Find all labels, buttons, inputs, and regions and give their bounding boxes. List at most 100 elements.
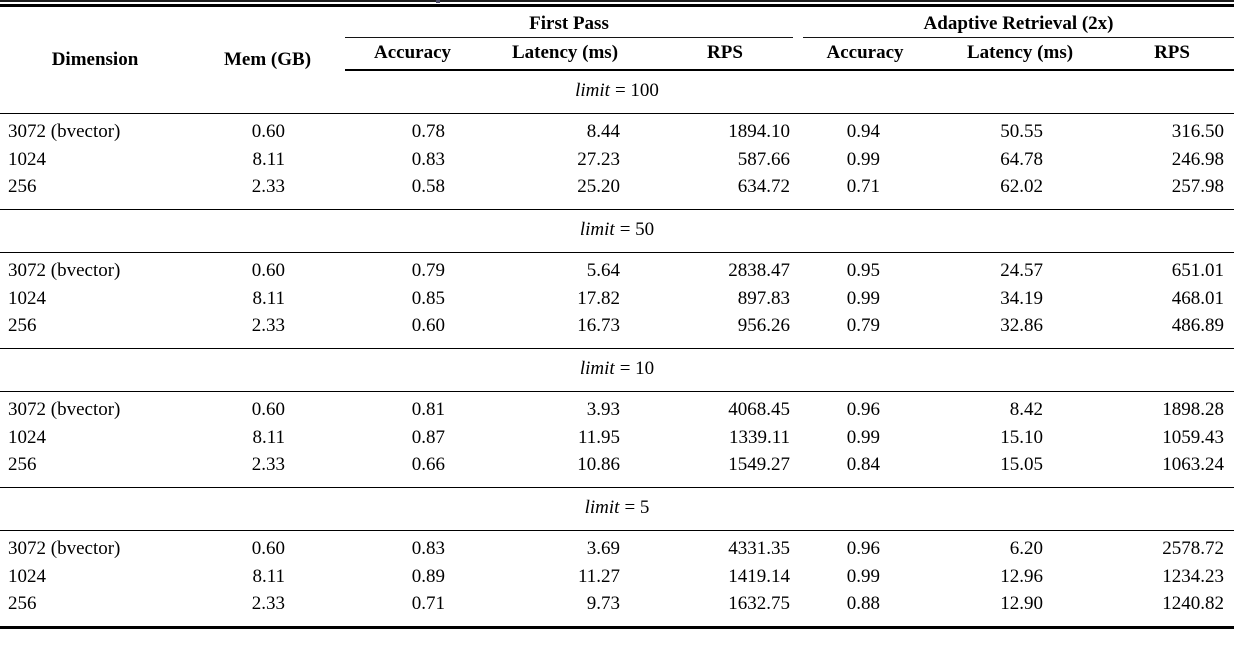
group-header-adaptive-retrieval-label: Adaptive Retrieval (2x) <box>803 13 1234 38</box>
cell-fp-accuracy: 0.79 <box>411 260 445 281</box>
table-row: 3072 (bvector) 0.60 0.81 3.93 4068.45 0.… <box>0 392 1234 424</box>
top-partial-rule <box>0 0 1234 2</box>
cell-ar-latency: 12.96 <box>1000 565 1044 587</box>
cell-mem: 2.33 <box>190 589 345 629</box>
cell-fp-accuracy: 0.60 <box>345 311 480 349</box>
cell-ar-latency: 24.57 <box>1000 260 1044 281</box>
cell-fp-rps: 587.66 <box>737 148 791 170</box>
cell-ar-rps: 1240.82 <box>1110 589 1234 629</box>
cell-dimension: 3072 (bvector) <box>8 260 121 281</box>
cell-fp-rps: 1549.27 <box>650 450 801 488</box>
cropped-caption-artifact <box>436 0 440 3</box>
cell-dimension: 256 <box>0 450 190 488</box>
cell-fp-accuracy: 0.85 <box>411 287 445 309</box>
cell-fp-rps: 956.26 <box>650 311 801 349</box>
cell-mem: 0.60 <box>251 399 285 420</box>
cell-ar-latency: 12.90 <box>930 589 1111 629</box>
table-row: 256 2.33 0.58 25.20 634.72 0.71 62.02 25… <box>0 172 1234 210</box>
cell-ar-latency: 32.86 <box>930 311 1111 349</box>
cell-ar-accuracy: 0.99 <box>846 565 881 587</box>
cell-fp-latency: 10.86 <box>480 450 650 488</box>
col-header-fp-latency: Latency (ms) <box>480 38 650 71</box>
cell-ar-accuracy: 0.88 <box>800 589 931 629</box>
col-header-fp-rps: RPS <box>650 38 801 71</box>
section-limit-10: limit = 10 3072 (bvector) 0.60 0.81 3.93 … <box>0 348 1234 488</box>
col-header-ar-accuracy: Accuracy <box>800 38 931 71</box>
cell-mem: 0.60 <box>251 121 285 142</box>
cell-ar-accuracy: 0.96 <box>846 538 881 559</box>
limit-label-variable: limit <box>579 358 615 379</box>
col-header-ar-latency: Latency (ms) <box>930 38 1111 71</box>
section-limit-row: limit = 10 <box>0 348 1234 392</box>
cell-ar-latency: 34.19 <box>1000 287 1044 309</box>
cell-ar-rps: 1234.23 <box>1162 565 1225 587</box>
limit-label-variable: limit <box>575 80 610 101</box>
table-row: 1024 8.11 0.89 11.27 1419.14 0.99 12.96 … <box>0 562 1234 590</box>
cell-fp-accuracy: 0.81 <box>411 399 445 420</box>
cell-mem: 8.11 <box>252 426 285 448</box>
cell-mem: 0.60 <box>251 538 285 559</box>
section-limit-row: limit = 5 <box>0 487 1234 531</box>
group-header-adaptive-retrieval: Adaptive Retrieval (2x) <box>800 6 1234 38</box>
cell-fp-rps: 4331.35 <box>728 538 791 559</box>
table-row: 3072 (bvector) 0.60 0.78 8.44 1894.10 0.… <box>0 114 1234 146</box>
cell-ar-rps: 246.98 <box>1171 148 1225 170</box>
cell-ar-rps: 468.01 <box>1171 287 1225 309</box>
limit-label-value: = 5 <box>624 497 650 518</box>
limit-label-value: = 50 <box>619 219 655 240</box>
cell-ar-accuracy: 0.84 <box>800 450 931 488</box>
cell-ar-accuracy: 0.71 <box>800 172 931 210</box>
cell-ar-rps: 1063.24 <box>1110 450 1234 488</box>
cell-mem: 8.11 <box>252 565 285 587</box>
cell-ar-latency: 15.10 <box>1000 426 1044 448</box>
cell-ar-latency: 64.78 <box>1000 148 1044 170</box>
limit-label: limit = 100 <box>0 70 1234 114</box>
cell-ar-accuracy: 0.95 <box>846 260 881 281</box>
cell-dimension: 3072 (bvector) <box>8 538 121 559</box>
table-row: 1024 8.11 0.83 27.23 587.66 0.99 64.78 2… <box>0 145 1234 173</box>
cell-ar-accuracy: 0.99 <box>846 426 881 448</box>
group-header-first-pass-label: First Pass <box>345 13 794 38</box>
table-row: 256 2.33 0.71 9.73 1632.75 0.88 12.90 12… <box>0 589 1234 629</box>
col-header-mem: Mem (GB) <box>223 49 312 70</box>
cell-fp-latency: 16.73 <box>480 311 650 349</box>
cell-fp-latency: 27.23 <box>577 148 620 170</box>
limit-label-value: = 100 <box>614 80 659 101</box>
col-header-ar-rps: RPS <box>1110 38 1234 71</box>
cell-fp-latency: 3.69 <box>586 538 620 559</box>
limit-label-variable: limit <box>584 497 620 518</box>
cell-mem: 0.60 <box>251 260 285 281</box>
cell-ar-latency: 62.02 <box>930 172 1111 210</box>
cell-dimension: 256 <box>0 589 190 629</box>
cell-mem: 8.11 <box>252 148 285 170</box>
cell-fp-latency: 3.93 <box>586 399 620 420</box>
cell-dimension: 3072 (bvector) <box>8 121 121 142</box>
cell-ar-rps: 257.98 <box>1110 172 1234 210</box>
cell-fp-latency: 8.44 <box>586 121 620 142</box>
table-header: Dimension Mem (GB) First Pass Adaptive R… <box>0 6 1234 71</box>
cell-fp-latency: 11.27 <box>577 565 620 587</box>
cell-mem: 2.33 <box>190 311 345 349</box>
cell-fp-latency: 17.82 <box>577 287 620 309</box>
cell-ar-accuracy: 0.94 <box>846 121 881 142</box>
cell-mem: 2.33 <box>190 172 345 210</box>
cell-ar-rps: 486.89 <box>1110 311 1234 349</box>
cell-dimension: 1024 <box>8 148 46 170</box>
cell-ar-accuracy: 0.79 <box>800 311 931 349</box>
limit-label-value: = 10 <box>619 358 655 379</box>
cell-dimension: 256 <box>0 172 190 210</box>
cell-fp-rps: 634.72 <box>650 172 801 210</box>
cell-ar-latency: 6.20 <box>1009 538 1044 559</box>
cell-dimension: 3072 (bvector) <box>8 399 121 420</box>
table-row: 1024 8.11 0.87 11.95 1339.11 0.99 15.10 … <box>0 423 1234 451</box>
cell-fp-accuracy: 0.78 <box>411 121 445 142</box>
cell-fp-rps: 897.83 <box>737 287 791 309</box>
cell-fp-accuracy: 0.83 <box>411 538 445 559</box>
cell-dimension: 1024 <box>8 287 46 309</box>
section-limit-row: limit = 50 <box>0 209 1234 253</box>
cell-ar-rps: 651.01 <box>1171 260 1225 281</box>
cell-dimension: 1024 <box>8 565 46 587</box>
cell-fp-rps: 1419.14 <box>728 565 791 587</box>
cell-fp-rps: 1339.11 <box>728 426 791 448</box>
